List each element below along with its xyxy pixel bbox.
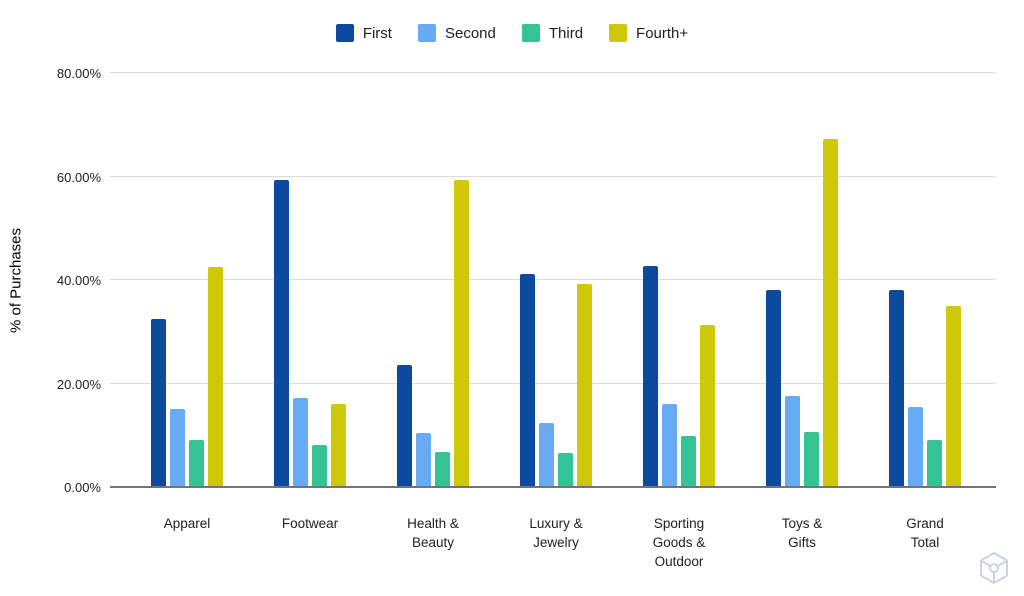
- legend-swatch-icon: [335, 24, 354, 42]
- y-tick-label: 40.00%: [56, 273, 101, 288]
- bar-fourth-toys-gifts[interactable]: [823, 139, 838, 486]
- gridline: [110, 175, 996, 177]
- x-category-label: Sporting Goods & Outdoor: [652, 516, 706, 569]
- bar-second-sporting-goods-outdoor[interactable]: [662, 403, 677, 486]
- x-category-label: Grand Total: [906, 516, 944, 550]
- y-axis-ticks: 0.00% 20.00% 40.00% 60.00% 80.00%: [0, 0, 101, 596]
- bar-group-luxury-jewelry: [520, 74, 592, 486]
- legend-label: Fourth+: [636, 24, 689, 42]
- x-category-label: Luxury & Jewelry: [529, 516, 583, 550]
- legend-label: Second: [444, 24, 496, 42]
- bar-fourth-sporting-goods-outdoor[interactable]: [700, 325, 715, 486]
- gridline: [110, 72, 996, 73]
- bar-third-footwear[interactable]: [312, 445, 327, 486]
- legend-item-second[interactable]: Second: [417, 24, 496, 42]
- legend-label: First: [362, 24, 392, 42]
- legend-swatch-icon: [609, 24, 628, 42]
- bar-second-health-beauty[interactable]: [416, 433, 431, 486]
- y-tick-label: 60.00%: [56, 169, 101, 185]
- y-tick-label: 0.00%: [64, 480, 101, 495]
- y-tick-label: 80.00%: [56, 66, 101, 81]
- x-category-label: Toys & Gifts: [781, 516, 823, 550]
- bar-fourth-luxury-jewelry[interactable]: [577, 283, 592, 486]
- legend-swatch-icon: [417, 24, 436, 42]
- bar-group-toys-gifts: [766, 74, 838, 486]
- bar-group-apparel: [151, 74, 223, 486]
- bar-third-toys-gifts[interactable]: [804, 432, 819, 486]
- bar-fourth-footwear[interactable]: [331, 404, 346, 486]
- gridline: [110, 382, 996, 384]
- legend-item-first[interactable]: First: [335, 24, 392, 42]
- gridline: [110, 279, 996, 280]
- bar-group-grand-total: [889, 74, 961, 486]
- x-category-label: Apparel: [163, 516, 211, 531]
- legend-label: Third: [548, 24, 584, 42]
- bar-second-luxury-jewelry[interactable]: [539, 422, 554, 486]
- bar-fourth-grand-total[interactable]: [946, 305, 961, 486]
- bar-group-health-beauty: [397, 74, 469, 486]
- bar-first-toys-gifts[interactable]: [766, 290, 781, 486]
- bar-first-sporting-goods-outdoor[interactable]: [643, 265, 658, 486]
- legend-item-third[interactable]: Third: [521, 24, 584, 42]
- bar-first-footwear[interactable]: [274, 179, 289, 486]
- bar-first-luxury-jewelry[interactable]: [520, 273, 535, 486]
- bar-third-health-beauty[interactable]: [435, 452, 450, 486]
- plot-area: [110, 72, 996, 488]
- x-category-label: Footwear: [281, 516, 339, 531]
- bar-first-grand-total[interactable]: [889, 289, 904, 486]
- bar-group-footwear: [274, 74, 346, 486]
- bar-group-sporting-goods-outdoor: [643, 74, 715, 486]
- x-category-label: Health & Beauty: [407, 516, 459, 550]
- legend-swatch-icon: [521, 24, 540, 42]
- bar-second-footwear[interactable]: [293, 398, 308, 486]
- bar-third-grand-total[interactable]: [927, 439, 942, 486]
- bar-third-apparel[interactable]: [189, 439, 204, 486]
- bar-third-luxury-jewelry[interactable]: [558, 452, 573, 486]
- bar-first-apparel[interactable]: [151, 318, 166, 486]
- legend-item-fourth[interactable]: Fourth+: [609, 24, 688, 42]
- bar-third-sporting-goods-outdoor[interactable]: [681, 435, 696, 486]
- bar-fourth-health-beauty[interactable]: [454, 179, 469, 486]
- legend: First Second Third Fourth+: [0, 24, 1024, 42]
- bar-second-apparel[interactable]: [170, 408, 185, 486]
- y-tick-label: 20.00%: [56, 376, 101, 392]
- bar-fourth-apparel[interactable]: [208, 267, 223, 486]
- cube-logo-icon: [980, 552, 1008, 584]
- bar-second-grand-total[interactable]: [908, 407, 923, 486]
- bar-first-health-beauty[interactable]: [397, 364, 412, 486]
- bar-second-toys-gifts[interactable]: [785, 396, 800, 486]
